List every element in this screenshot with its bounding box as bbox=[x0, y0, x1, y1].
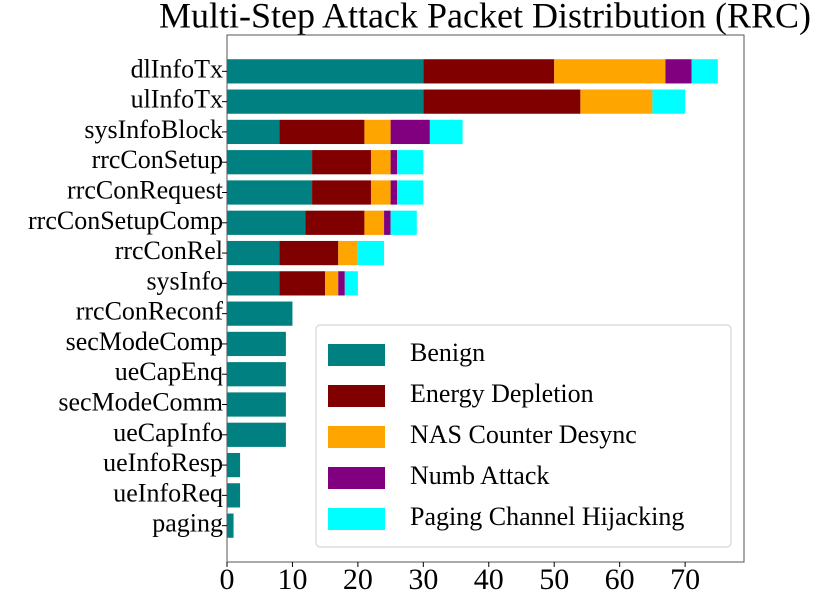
bar-segment bbox=[279, 271, 326, 296]
bar-segment bbox=[364, 119, 391, 145]
y-tick-label: rrcConRel bbox=[115, 236, 223, 265]
y-tick-label: rrcConReconf bbox=[76, 297, 224, 326]
bar-segment bbox=[227, 150, 313, 175]
legend-swatch bbox=[328, 426, 385, 448]
bar-segment bbox=[227, 119, 280, 145]
bar-segment bbox=[227, 59, 424, 84]
bar-segment bbox=[580, 89, 653, 114]
bar-segment bbox=[227, 301, 293, 326]
bar-segment bbox=[227, 422, 286, 447]
legend-label: Energy Depletion bbox=[410, 379, 594, 408]
bar-segment bbox=[227, 240, 280, 266]
y-tick-label: rrcConSetup bbox=[92, 145, 223, 174]
bar-segment bbox=[325, 271, 339, 296]
x-tick-label: 20 bbox=[343, 563, 373, 596]
plot-frame bbox=[226, 34, 745, 563]
bar-segment bbox=[279, 240, 339, 266]
legend-label: NAS Counter Desync bbox=[410, 420, 637, 449]
y-tick-label: dlInfoTx bbox=[131, 54, 223, 83]
y-tick-label: ueInfoReq bbox=[113, 478, 223, 507]
y-tick-label: sysInfo bbox=[146, 266, 223, 295]
bar-segment bbox=[390, 180, 398, 205]
bar-segment bbox=[227, 483, 241, 508]
y-tick-label: ulInfoTx bbox=[131, 85, 223, 114]
y-tick-label: secModeComp bbox=[66, 327, 223, 356]
bar-segment bbox=[423, 59, 555, 84]
legend-label: Benign bbox=[410, 338, 485, 367]
legend-label: Numb Attack bbox=[410, 461, 549, 490]
y-tick-label: ueInfoResp bbox=[103, 448, 223, 477]
y-tick-label: ueCapInfo bbox=[113, 418, 223, 447]
y-tick-label: sysInfoBlock bbox=[84, 115, 223, 144]
bar-segment bbox=[384, 210, 391, 235]
chart-title: Multi-Step Attack Packet Distribution (R… bbox=[159, 0, 811, 35]
bar-segment bbox=[370, 180, 391, 205]
bar-segment bbox=[364, 210, 385, 235]
y-tick-label: ueCapEnq bbox=[115, 357, 223, 386]
bar-segment bbox=[227, 452, 241, 478]
bar-segment bbox=[390, 150, 398, 175]
bar-segment bbox=[390, 119, 430, 145]
bar-segment bbox=[312, 150, 371, 175]
bar-segment bbox=[227, 89, 424, 114]
legend-swatch bbox=[328, 467, 385, 489]
legend-label: Paging Channel Hijacking bbox=[410, 502, 684, 531]
bar-segment bbox=[227, 331, 286, 357]
bar-segment bbox=[370, 150, 391, 175]
x-tick-label: 60 bbox=[605, 563, 635, 596]
bar-segment bbox=[227, 392, 286, 417]
y-tick-label: rrcConSetupComp bbox=[28, 206, 223, 235]
legend-swatch bbox=[328, 385, 385, 407]
y-tick-label: rrcConRequest bbox=[67, 175, 224, 204]
x-tick-label: 70 bbox=[670, 563, 700, 596]
bar-segment bbox=[338, 271, 345, 296]
bar-segment bbox=[554, 59, 666, 84]
bar-segment bbox=[227, 513, 234, 538]
bar-segment bbox=[390, 210, 417, 235]
legend-swatch bbox=[328, 508, 385, 530]
legend-swatch bbox=[328, 344, 385, 366]
bar-segment bbox=[423, 89, 581, 114]
bar-segment bbox=[338, 240, 358, 266]
bar-segment bbox=[279, 119, 365, 145]
x-tick-label: 0 bbox=[220, 563, 235, 596]
x-tick-label: 40 bbox=[474, 563, 504, 596]
y-tick-label: secModeComm bbox=[58, 387, 223, 416]
bar-segment bbox=[227, 210, 306, 235]
bar-segment bbox=[691, 59, 718, 84]
bar-segment bbox=[429, 119, 463, 145]
x-tick-label: 50 bbox=[539, 563, 569, 596]
x-tick-label: 10 bbox=[277, 563, 307, 596]
bar-segment bbox=[344, 271, 358, 296]
bar-segment bbox=[305, 210, 365, 235]
y-tick-label: paging bbox=[152, 509, 223, 538]
bar-segment bbox=[397, 150, 424, 175]
bar-segment bbox=[312, 180, 371, 205]
bar-segment bbox=[652, 89, 686, 114]
bar-segment bbox=[397, 180, 424, 205]
bar-segment bbox=[665, 59, 692, 84]
bar-segment bbox=[357, 240, 385, 266]
x-tick-label: 30 bbox=[408, 563, 438, 596]
bar-segment bbox=[227, 271, 280, 296]
bar-segment bbox=[227, 362, 286, 387]
bar-segment bbox=[227, 180, 313, 205]
legend-box bbox=[315, 324, 732, 548]
